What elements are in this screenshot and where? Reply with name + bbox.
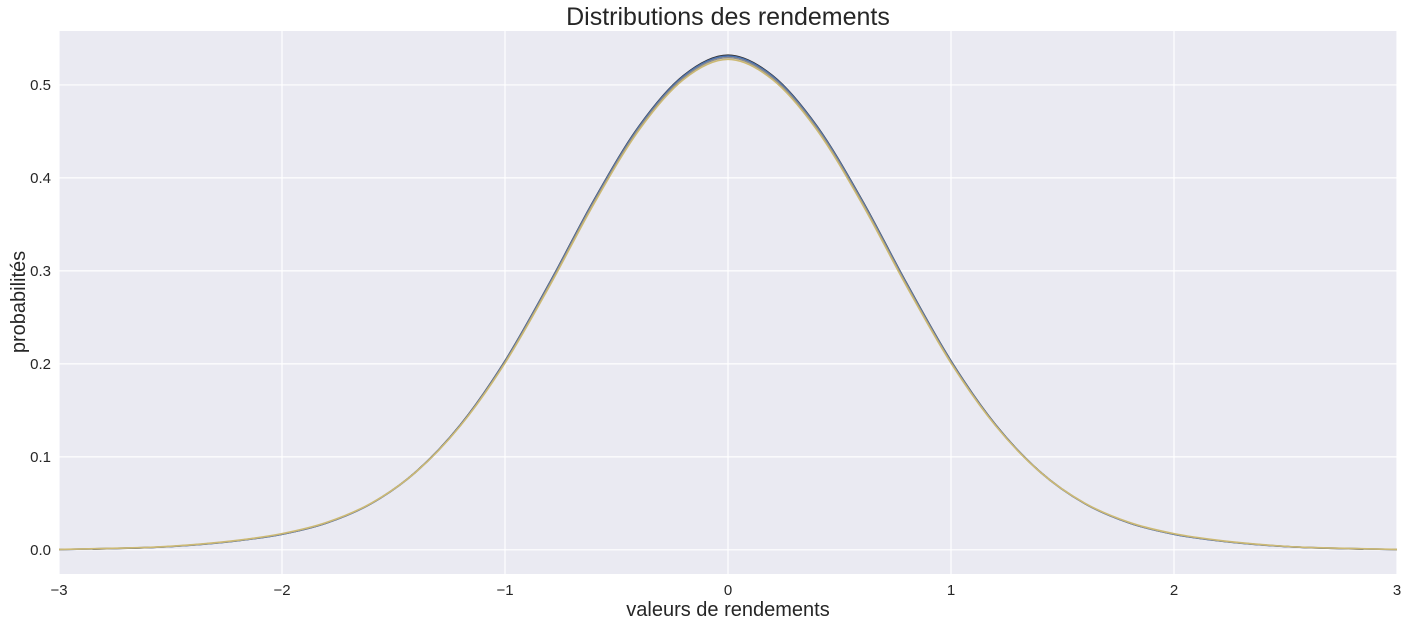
x-tick-label: −2 <box>273 582 290 599</box>
y-tick-label: 0.3 <box>30 263 51 280</box>
y-tick-label: 0.0 <box>30 542 51 559</box>
y-tick-label: 0.4 <box>30 170 51 187</box>
x-tick-label: 1 <box>947 582 955 599</box>
y-axis-label: probabilités <box>8 251 30 353</box>
x-tick-labels: −3 −2 −1 0 1 2 3 <box>50 582 1401 599</box>
y-tick-labels: 0.0 0.1 0.2 0.3 0.4 0.5 <box>30 77 51 559</box>
x-tick-label: 3 <box>1393 582 1401 599</box>
x-tick-label: −1 <box>496 582 513 599</box>
chart-title: Distributions des rendements <box>566 3 890 31</box>
y-tick-label: 0.5 <box>30 77 51 94</box>
y-tick-label: 0.1 <box>30 449 51 466</box>
x-tick-label: 2 <box>1170 582 1178 599</box>
y-tick-label: 0.2 <box>30 356 51 373</box>
x-tick-label: 0 <box>724 582 732 599</box>
series-layer <box>58 54 1398 551</box>
series-line-4 <box>58 58 1398 551</box>
x-tick-label: −3 <box>50 582 67 599</box>
x-axis-label: valeurs de rendements <box>626 599 829 621</box>
grid <box>58 31 1398 574</box>
